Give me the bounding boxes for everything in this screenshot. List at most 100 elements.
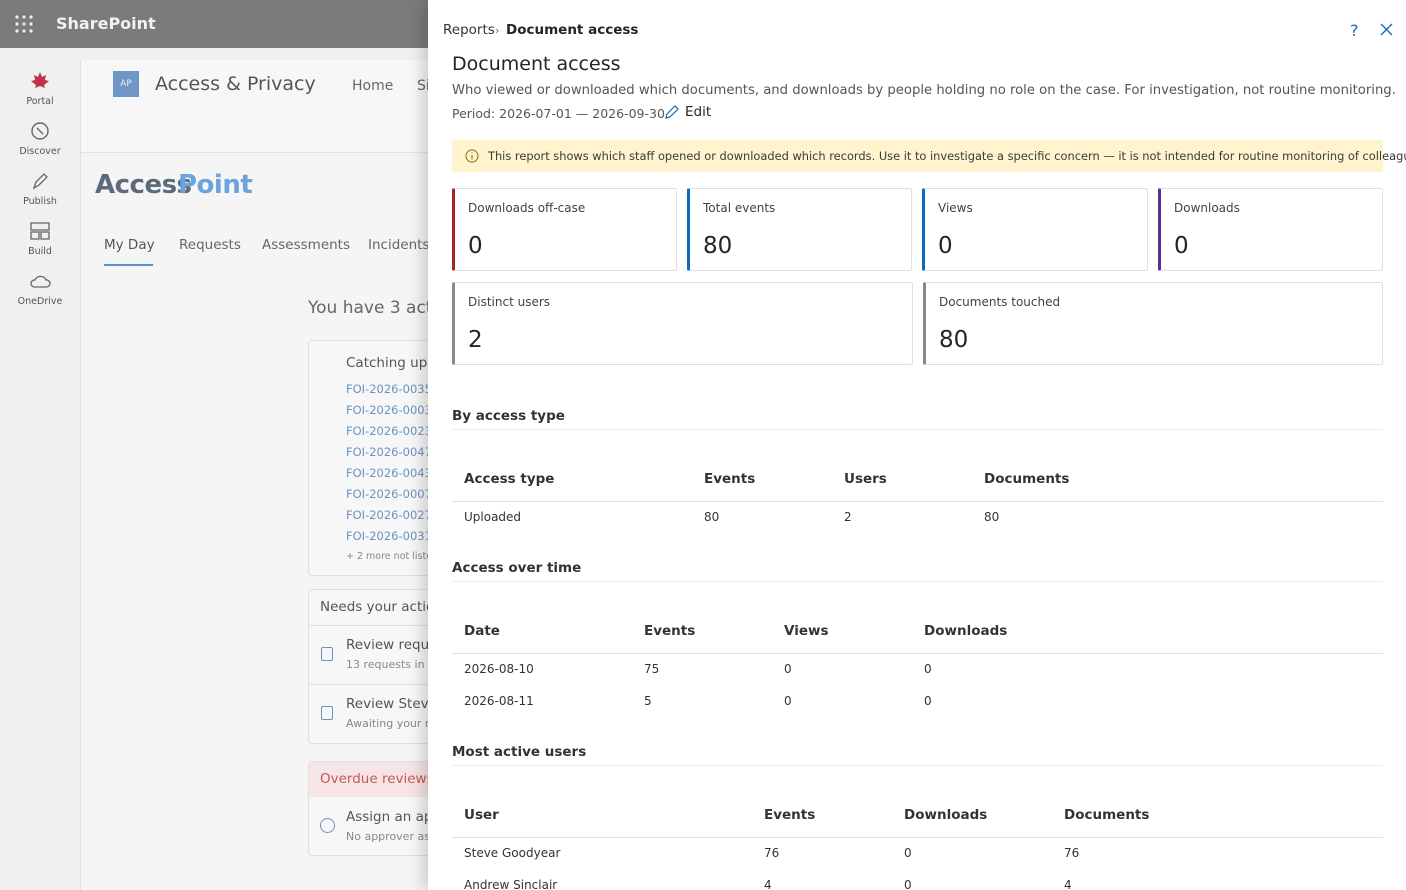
tab[interactable]: Incidents xyxy=(368,237,430,253)
tab-underline xyxy=(104,264,153,266)
card-title: Overdue reviews xyxy=(320,771,434,787)
column-header: Events xyxy=(764,807,816,823)
breadcrumb-current: Document access xyxy=(506,22,639,38)
table-cell: 2026-08-11 xyxy=(464,694,534,708)
case-link[interactable]: FOI-2026-0003 xyxy=(346,403,432,417)
kpi-label: Documents touched xyxy=(939,295,1061,309)
kpi-card: Downloads off-case 0 xyxy=(452,188,677,271)
action-card xyxy=(308,589,448,744)
kpi-card: Downloads 0 xyxy=(1158,188,1383,271)
table-cell: 0 xyxy=(784,694,792,708)
rail-label[interactable]: Discover xyxy=(19,146,61,157)
column-header: Downloads xyxy=(904,807,988,823)
column-header: Access type xyxy=(464,471,555,487)
card-title: Needs your actio xyxy=(320,599,435,615)
rail-label[interactable]: OneDrive xyxy=(17,296,63,307)
period: Period: 2026-07-01 — 2026-09-30 xyxy=(452,106,665,121)
brand-part2: Point xyxy=(178,170,253,200)
card-title: Catching up xyxy=(346,355,428,371)
site-nav[interactable]: Home xyxy=(352,78,394,94)
kpi-value: 0 xyxy=(1174,233,1189,259)
breadcrumb-link[interactable]: Reports xyxy=(443,22,495,38)
kpi-value: 0 xyxy=(468,233,483,259)
table-cell: 5 xyxy=(644,694,652,708)
site-logo[interactable]: AP xyxy=(113,71,139,97)
report-panel: ? Reports › Document access Document access… xyxy=(428,0,1406,890)
section-divider xyxy=(452,581,1383,582)
svg-text:?: ? xyxy=(1350,22,1359,38)
breadcrumb-sep: › xyxy=(495,24,500,37)
kpi-label: Downloads xyxy=(1174,201,1240,215)
rail-icon[interactable] xyxy=(29,270,51,292)
table-cell: 2 xyxy=(844,510,852,524)
site-title[interactable]: Access & Privacy xyxy=(155,73,316,95)
case-link[interactable]: FOI-2026-0047 xyxy=(346,445,432,459)
case-link[interactable]: FOI-2026-0031 xyxy=(346,529,432,543)
tab[interactable]: Assessments xyxy=(262,237,351,253)
table-cell: Steve Goodyear xyxy=(464,846,561,860)
rail-icon[interactable] xyxy=(29,70,51,92)
brand-part1: Access xyxy=(95,170,192,200)
rail-label[interactable]: Build xyxy=(28,246,52,257)
section-title: By access type xyxy=(452,408,565,424)
table-cell: 4 xyxy=(1064,878,1072,890)
column-header: Documents xyxy=(984,471,1070,487)
help-icon[interactable]: ? xyxy=(1348,22,1362,38)
notice-text: This report shows which staff opened or … xyxy=(488,149,1406,163)
table-cell: 0 xyxy=(904,846,912,860)
case-link[interactable]: FOI-2026-0027 xyxy=(346,508,432,522)
section-title: Access over time xyxy=(452,560,582,576)
table-cell: 0 xyxy=(924,662,932,676)
table-cell: 76 xyxy=(1064,846,1080,860)
kpi-value: 80 xyxy=(939,327,969,353)
kpi-label: Distinct users xyxy=(468,295,551,309)
notice-bar xyxy=(452,140,1383,172)
column-header: Events xyxy=(704,471,756,487)
item-subtitle: 13 requests in t xyxy=(346,658,433,671)
rail-label[interactable]: Portal xyxy=(26,96,54,107)
table-cell: 4 xyxy=(764,878,772,890)
item-subtitle: No approver as xyxy=(346,830,430,843)
tab[interactable]: Requests xyxy=(179,237,241,253)
greeting: You have 3 acti xyxy=(308,298,438,318)
more-note: + 2 more not listed xyxy=(346,551,439,562)
case-link[interactable]: FOI-2026-0023 xyxy=(346,424,432,438)
case-link[interactable]: FOI-2026-0007 xyxy=(346,487,432,501)
table-cell: Uploaded xyxy=(464,510,522,524)
column-header: User xyxy=(464,807,499,823)
rail-icon[interactable] xyxy=(29,170,51,192)
item-title[interactable]: Review reque xyxy=(346,637,438,653)
site-nav[interactable]: Si xyxy=(417,78,430,94)
kpi-label: Total events xyxy=(703,201,776,215)
kpi-value: 0 xyxy=(938,233,953,259)
item-title[interactable]: Review Steve xyxy=(346,696,437,712)
divider xyxy=(309,625,448,626)
case-link[interactable]: FOI-2026-0035 xyxy=(346,382,432,396)
table-cell: 0 xyxy=(784,662,792,676)
column-header: Date xyxy=(464,623,500,639)
catching-up-card xyxy=(308,340,448,576)
header-divider xyxy=(452,837,1383,838)
item-title[interactable]: Assign an ap xyxy=(346,809,433,825)
edit-button[interactable]: Edit xyxy=(685,104,712,120)
case-link[interactable]: FOI-2026-0043 xyxy=(346,466,432,480)
panel-title: Document access xyxy=(452,53,621,75)
kpi-card: Views 0 xyxy=(922,188,1148,271)
kpi-card: Documents touched 80 xyxy=(923,282,1383,365)
rail-label[interactable]: Publish xyxy=(23,196,57,207)
rail-icon[interactable] xyxy=(29,120,51,142)
column-header: Events xyxy=(644,623,696,639)
app-name[interactable]: SharePoint xyxy=(56,14,156,33)
item-icon xyxy=(321,706,333,720)
kpi-card: Distinct users 2 xyxy=(452,282,913,365)
close-icon[interactable] xyxy=(1380,23,1393,36)
rail-icon[interactable] xyxy=(29,220,51,242)
section-divider xyxy=(452,429,1383,430)
edit-icon[interactable] xyxy=(664,104,680,120)
waffle-icon[interactable] xyxy=(15,15,33,33)
table-cell: 0 xyxy=(904,878,912,890)
description: Who viewed or downloaded which documents… xyxy=(452,83,1396,98)
tab[interactable]: My Day xyxy=(104,237,155,253)
item-icon xyxy=(321,647,333,661)
column-header: Users xyxy=(844,471,887,487)
